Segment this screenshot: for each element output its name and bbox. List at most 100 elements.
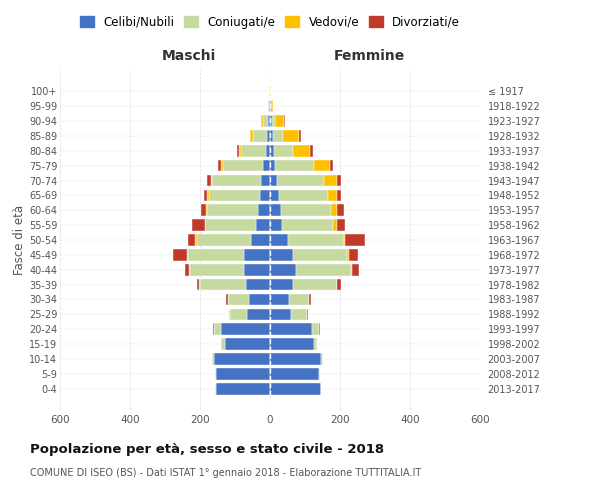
Text: Maschi: Maschi — [162, 48, 216, 62]
Bar — [293, 279, 337, 290]
Bar — [337, 220, 345, 231]
Bar — [268, 115, 270, 127]
Bar — [196, 234, 197, 246]
Bar — [296, 264, 350, 276]
Bar — [271, 100, 273, 112]
Bar — [310, 145, 313, 156]
Bar — [312, 324, 319, 335]
Bar — [190, 264, 244, 276]
Bar — [270, 160, 275, 172]
Text: Femmine: Femmine — [334, 48, 404, 62]
Bar — [221, 324, 270, 335]
Bar — [197, 279, 199, 290]
Bar — [206, 204, 207, 216]
Bar — [270, 353, 321, 365]
Y-axis label: Anni di nascita: Anni di nascita — [597, 196, 600, 284]
Bar — [212, 353, 214, 365]
Bar — [350, 264, 352, 276]
Bar — [197, 234, 251, 246]
Bar — [337, 279, 341, 290]
Bar — [269, 100, 270, 112]
Bar — [270, 220, 282, 231]
Bar — [237, 145, 239, 156]
Bar — [200, 279, 245, 290]
Bar — [228, 294, 249, 306]
Bar — [270, 249, 293, 260]
Bar — [207, 190, 209, 201]
Bar — [270, 324, 312, 335]
Bar — [321, 383, 322, 394]
Legend: Celibi/Nubili, Coniugati/e, Vedovi/e, Divorziati/e: Celibi/Nubili, Coniugati/e, Vedovi/e, Di… — [75, 11, 465, 34]
Bar — [343, 234, 345, 246]
Bar — [270, 383, 321, 394]
Y-axis label: Fasce di età: Fasce di età — [13, 205, 26, 275]
Bar — [241, 145, 266, 156]
Bar — [270, 279, 293, 290]
Bar — [324, 174, 337, 186]
Bar — [283, 130, 299, 141]
Bar — [189, 264, 190, 276]
Bar — [291, 308, 307, 320]
Bar — [205, 220, 256, 231]
Bar — [263, 160, 270, 172]
Bar — [309, 294, 311, 306]
Bar — [281, 204, 331, 216]
Bar — [279, 190, 328, 201]
Bar — [329, 160, 333, 172]
Bar — [212, 174, 261, 186]
Bar — [331, 204, 337, 216]
Bar — [270, 204, 281, 216]
Bar — [270, 308, 291, 320]
Bar — [215, 368, 216, 380]
Bar — [287, 234, 343, 246]
Bar — [245, 279, 270, 290]
Bar — [249, 294, 270, 306]
Text: COMUNE DI ISEO (BS) - Dati ISTAT 1° gennaio 2018 - Elaborazione TUTTITALIA.IT: COMUNE DI ISEO (BS) - Dati ISTAT 1° genn… — [30, 468, 421, 477]
Bar — [321, 353, 323, 365]
Bar — [308, 294, 309, 306]
Bar — [274, 145, 293, 156]
Bar — [188, 249, 244, 260]
Bar — [244, 264, 270, 276]
Bar — [337, 174, 341, 186]
Bar — [289, 294, 308, 306]
Bar — [216, 383, 270, 394]
Bar — [267, 130, 270, 141]
Bar — [209, 190, 260, 201]
Bar — [250, 130, 253, 141]
Bar — [193, 220, 205, 231]
Bar — [270, 264, 296, 276]
Bar — [221, 338, 224, 350]
Bar — [211, 174, 212, 186]
Bar — [273, 130, 283, 141]
Bar — [261, 174, 270, 186]
Bar — [277, 174, 324, 186]
Bar — [188, 234, 196, 246]
Bar — [307, 308, 308, 320]
Bar — [337, 190, 341, 201]
Bar — [319, 368, 320, 380]
Bar — [270, 115, 272, 127]
Bar — [214, 353, 270, 365]
Bar — [270, 338, 314, 350]
Bar — [260, 190, 270, 201]
Bar — [270, 174, 277, 186]
Bar — [226, 294, 227, 306]
Bar — [263, 115, 268, 127]
Bar — [293, 249, 347, 260]
Bar — [270, 190, 279, 201]
Bar — [187, 249, 188, 260]
Bar — [299, 130, 301, 141]
Bar — [270, 100, 271, 112]
Bar — [293, 145, 310, 156]
Text: Popolazione per età, sesso e stato civile - 2018: Popolazione per età, sesso e stato civil… — [30, 442, 384, 456]
Bar — [200, 204, 206, 216]
Bar — [270, 130, 273, 141]
Bar — [272, 115, 275, 127]
Bar — [221, 160, 223, 172]
Bar — [345, 234, 365, 246]
Bar — [347, 249, 349, 260]
Bar — [275, 160, 314, 172]
Bar — [256, 220, 270, 231]
Bar — [214, 324, 221, 335]
